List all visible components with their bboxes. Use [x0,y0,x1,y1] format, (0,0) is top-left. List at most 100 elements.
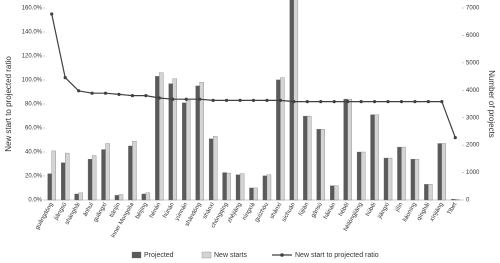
x-tick-label: hǎinán [323,202,337,221]
x-tick-label: xīnjiāng [429,202,445,223]
bar [330,185,335,201]
x-tick-label: jílín [394,202,404,214]
line-marker [399,100,404,104]
line-marker [332,100,336,104]
line-marker [238,98,242,102]
line-marker [211,98,215,102]
legend-marker [280,253,284,257]
y2-axis-label: Number of projects [487,70,496,138]
y-axis-label: New start to projected ratio [4,56,13,152]
x-tick-label: Tibet [447,202,459,217]
line-marker [426,100,430,104]
x-tick-label: gānsù [310,202,323,219]
y2-tick-label: 3000 [466,115,480,121]
bar [118,194,124,201]
bar [303,115,308,201]
bar [316,129,321,201]
line [51,13,456,138]
legend-swatch [201,251,212,259]
y2-tick-label: 2000 [466,143,480,149]
x-tick-label: héběi [338,202,351,218]
bar [186,100,191,201]
y-tick-label: 160.0% [22,6,43,12]
bar [128,145,133,201]
line-marker [117,92,121,96]
bar [141,193,147,201]
x-tick-label: fújiàn [298,202,310,217]
bar [168,83,173,201]
bar [455,199,460,201]
legend-label: Projected [144,252,174,259]
x-tick-label: liáoníng [402,202,418,223]
line-marker [103,91,108,95]
bar [320,129,325,201]
line-marker [224,98,229,102]
bar [347,98,352,201]
bar [222,172,227,201]
bar [397,146,402,201]
bar [74,193,79,201]
y-tick-label: 60.0% [25,126,43,132]
x-tick-label: jiāngxī [377,202,392,221]
bar [65,152,70,201]
bar [343,98,348,201]
x-tick-label: húnán [162,202,176,219]
x-tick-label: guǎngdōng [35,202,55,231]
x-tick-label: shǎnxī [269,202,283,221]
line-marker [413,100,417,104]
line-marker [50,12,54,16]
line-marker [184,97,188,101]
line-marker [63,76,67,80]
bar [387,157,393,201]
x-tick-label: tiānjīn [109,202,122,219]
bar [249,187,254,201]
line-marker [372,100,377,104]
line-marker [305,100,309,104]
y-tick-label: 0.0% [28,198,42,204]
bar [262,175,268,201]
bar [172,78,177,201]
bar [212,136,218,201]
legend-swatch [131,251,142,259]
bar [226,172,231,201]
bar [159,72,164,201]
bar [199,82,204,201]
x-tick-label: shānxī [202,202,216,221]
legend-label: New start to projected ratio [295,252,379,259]
line-marker [278,98,283,102]
bar [356,151,362,201]
bar [451,199,456,201]
y-tick-label: 100.0% [22,78,43,84]
bar [101,149,106,201]
bar [51,150,56,201]
bar [87,158,93,201]
bar [441,143,447,201]
x-tick-label: sìchuān [281,202,297,223]
bar [307,115,312,201]
legend-label: New starts [214,252,248,259]
bar [47,173,52,201]
y-tick-label: 80.0% [25,102,43,108]
line-marker [130,94,135,98]
line-marker [251,98,256,102]
bar [235,174,241,201]
x-tick-label: guìzhōu [254,202,270,223]
bar [78,192,83,201]
bar [370,114,375,201]
bar [437,143,442,201]
bar [182,102,187,201]
bar [132,141,137,201]
x-tick-label: hénán [149,202,163,219]
bar [289,0,295,201]
line-marker [157,96,161,100]
bar [334,185,339,201]
bar [155,76,160,201]
line-marker [359,100,363,104]
bar [208,138,214,201]
line-marker [171,97,175,101]
bar [374,114,379,201]
bar [383,157,389,201]
bar [266,174,272,201]
